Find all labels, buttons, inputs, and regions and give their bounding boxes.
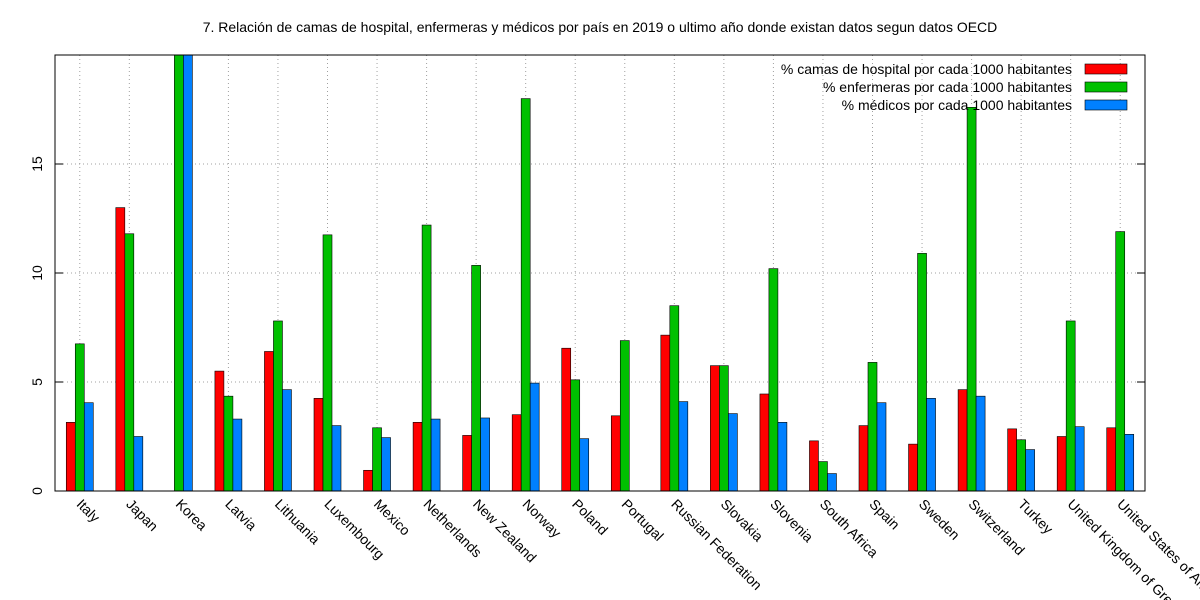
bar (511, 414, 522, 492)
x-tick-label: Lithuania (272, 496, 324, 548)
bar (430, 418, 441, 492)
bar (372, 427, 382, 492)
bar (74, 343, 85, 492)
bar (867, 362, 878, 492)
x-tick-label: Russian Federation (668, 496, 765, 593)
legend-label: % camas de hospital por cada 1000 habita… (781, 61, 1072, 77)
bar (728, 413, 738, 492)
bar (83, 402, 94, 492)
x-tick-label: Turkey (1015, 496, 1056, 537)
bar (975, 395, 986, 492)
bar (818, 461, 828, 492)
bar (313, 398, 324, 492)
bar (282, 389, 292, 492)
bar (678, 401, 689, 492)
bar (115, 207, 126, 492)
x-tick-label: Korea (173, 496, 211, 534)
y-tick-label: 10 (29, 265, 45, 281)
legend-swatch (1084, 81, 1128, 93)
bar (124, 233, 135, 492)
bar (610, 415, 621, 492)
bar (65, 422, 76, 492)
x-tick-label: Mexico (371, 496, 414, 539)
bar (1106, 427, 1117, 492)
x-tick-label: Spain (866, 496, 903, 533)
x-tick-label: Japan (123, 496, 161, 534)
bar (421, 224, 432, 492)
bar (570, 379, 581, 492)
bar (768, 268, 779, 492)
bar (331, 425, 342, 492)
bar (827, 473, 837, 492)
bar (174, 54, 184, 492)
bar (908, 443, 918, 492)
bar (273, 320, 283, 492)
bar (710, 365, 720, 492)
bar (579, 438, 590, 492)
bar (412, 422, 423, 492)
bar (777, 422, 788, 492)
bar (660, 334, 671, 492)
legend-label: % enfermeras por cada 1000 habitantes (823, 79, 1072, 95)
bar (809, 440, 819, 492)
bar (966, 107, 977, 492)
bar (1065, 320, 1076, 492)
x-tick-label: Latvia (222, 496, 260, 534)
bar (322, 234, 333, 492)
bar (719, 365, 729, 492)
bar (619, 340, 630, 492)
bar (876, 402, 887, 492)
bar (1007, 428, 1017, 492)
bar (1016, 439, 1026, 492)
bar (1074, 426, 1085, 492)
legend-swatch (1084, 63, 1128, 75)
legend-swatch (1084, 99, 1128, 111)
y-tick-label: 0 (29, 487, 45, 495)
x-tick-label: Slovenia (767, 496, 816, 545)
y-tick-label: 15 (29, 156, 45, 172)
legend-label: % médicos por cada 1000 habitantes (842, 97, 1072, 113)
bar (858, 425, 869, 492)
bar (669, 305, 680, 492)
plot-border (54, 54, 1146, 492)
bar (462, 435, 472, 492)
y-tick-label: 5 (29, 378, 45, 386)
bar (183, 54, 193, 492)
x-tick-label: Italy (74, 496, 103, 525)
bar (363, 469, 373, 492)
bar (381, 437, 391, 492)
bar (1056, 436, 1067, 492)
bar (529, 382, 540, 492)
x-tick-label: Sweden (916, 496, 963, 543)
bar (214, 370, 225, 492)
bar (232, 418, 243, 492)
bar (926, 398, 936, 492)
x-tick-label: Norway (520, 496, 565, 541)
bar (520, 98, 531, 492)
bar (957, 389, 968, 492)
bar (471, 265, 481, 492)
x-tick-label: Portugal (619, 496, 667, 544)
bar (561, 347, 572, 492)
x-tick-label: Slovakia (718, 496, 767, 545)
bar (133, 436, 144, 492)
bar (223, 395, 234, 492)
bar (1115, 231, 1126, 492)
chart-title: 7. Relación de camas de hospital, enferm… (203, 19, 998, 35)
bar (917, 253, 927, 492)
bar (480, 417, 490, 492)
bar (1025, 449, 1035, 492)
bar (759, 393, 770, 492)
bar (264, 351, 274, 492)
bar (1124, 434, 1135, 492)
x-tick-label: Poland (569, 496, 611, 538)
